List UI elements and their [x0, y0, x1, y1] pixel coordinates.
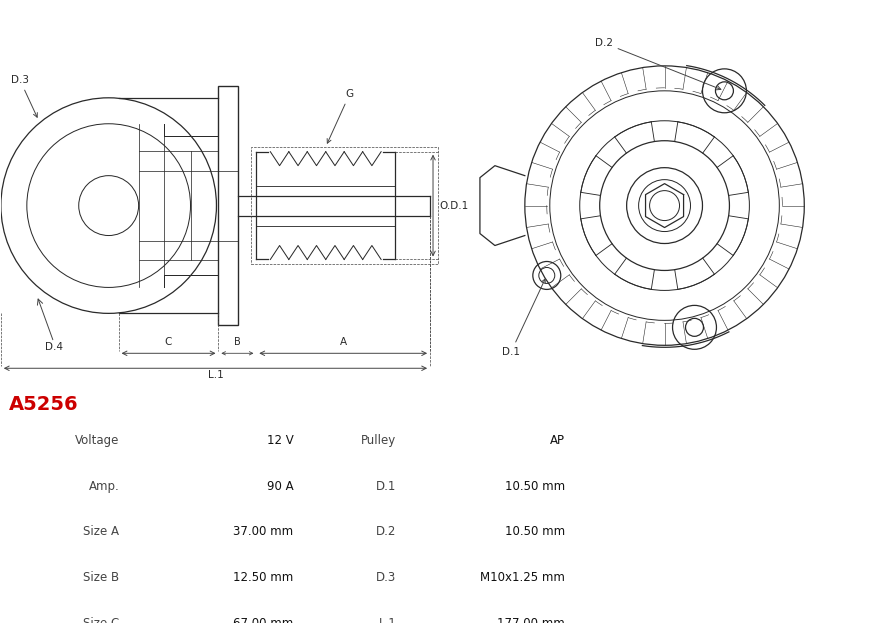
Text: D.2: D.2: [376, 525, 396, 538]
Text: 177.00 mm: 177.00 mm: [497, 617, 565, 623]
Text: D.1: D.1: [376, 480, 396, 493]
Text: Size C: Size C: [83, 617, 119, 623]
Text: Amp.: Amp.: [89, 480, 119, 493]
Text: Pulley: Pulley: [361, 434, 396, 447]
Bar: [219, 86, 238, 325]
Text: C: C: [164, 337, 172, 347]
Text: Voltage: Voltage: [75, 434, 119, 447]
Text: 67.00 mm: 67.00 mm: [233, 617, 293, 623]
Text: 10.50 mm: 10.50 mm: [505, 525, 565, 538]
Text: 10.50 mm: 10.50 mm: [505, 480, 565, 493]
Text: L.1: L.1: [208, 370, 223, 380]
Text: D.4: D.4: [44, 342, 63, 352]
Text: 90 A: 90 A: [267, 480, 293, 493]
Text: 12.50 mm: 12.50 mm: [233, 571, 293, 584]
Text: L.1: L.1: [379, 617, 396, 623]
Text: D.3: D.3: [11, 75, 37, 117]
Text: O.D.1: O.D.1: [439, 201, 469, 211]
Text: Size A: Size A: [84, 525, 119, 538]
Text: A5256: A5256: [9, 394, 78, 414]
Text: 37.00 mm: 37.00 mm: [234, 525, 293, 538]
Text: B: B: [234, 337, 241, 347]
Text: A: A: [340, 337, 347, 347]
Text: G: G: [327, 89, 354, 143]
Text: D.1: D.1: [502, 279, 545, 358]
Text: 12 V: 12 V: [267, 434, 293, 447]
Text: Size B: Size B: [84, 571, 119, 584]
Text: D.3: D.3: [376, 571, 396, 584]
Text: AP: AP: [550, 434, 565, 447]
Text: M10x1.25 mm: M10x1.25 mm: [480, 571, 565, 584]
Text: D.2: D.2: [595, 38, 721, 90]
